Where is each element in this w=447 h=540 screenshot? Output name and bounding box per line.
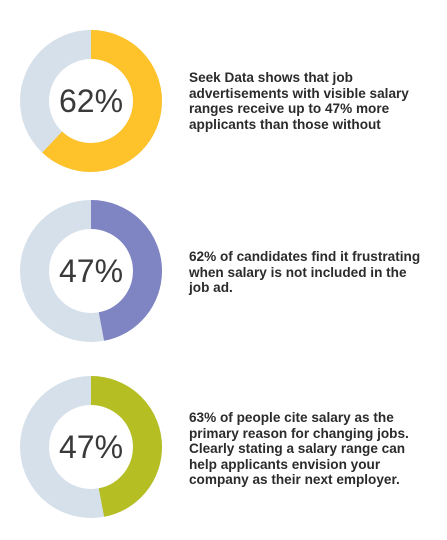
donut-percent-label: 47% xyxy=(58,428,124,465)
donut-chart-2 xyxy=(20,200,162,342)
stat-row-3: 47% 63% of people cite salary as the pri… xyxy=(0,376,447,536)
donut-percent-label: 47% xyxy=(58,252,124,289)
donut-value-arc xyxy=(20,200,162,342)
stat-row-1: 62% Seek Data shows that job advertiseme… xyxy=(0,30,447,190)
donut-chart-3 xyxy=(20,376,162,518)
donut-percent-label: 62% xyxy=(58,82,124,119)
stat-row-2: 47% 62% of candidates find it frustratin… xyxy=(0,200,447,360)
stat-description: Seek Data shows that job advertisements … xyxy=(189,70,409,132)
stat-description: 62% of candidates find it frustrating wh… xyxy=(189,249,421,295)
donut-chart-1 xyxy=(20,30,162,172)
donut-value-arc xyxy=(20,376,162,518)
donut-value-arc xyxy=(20,30,162,172)
stat-description: 63% of people cite salary as the primary… xyxy=(189,410,409,487)
